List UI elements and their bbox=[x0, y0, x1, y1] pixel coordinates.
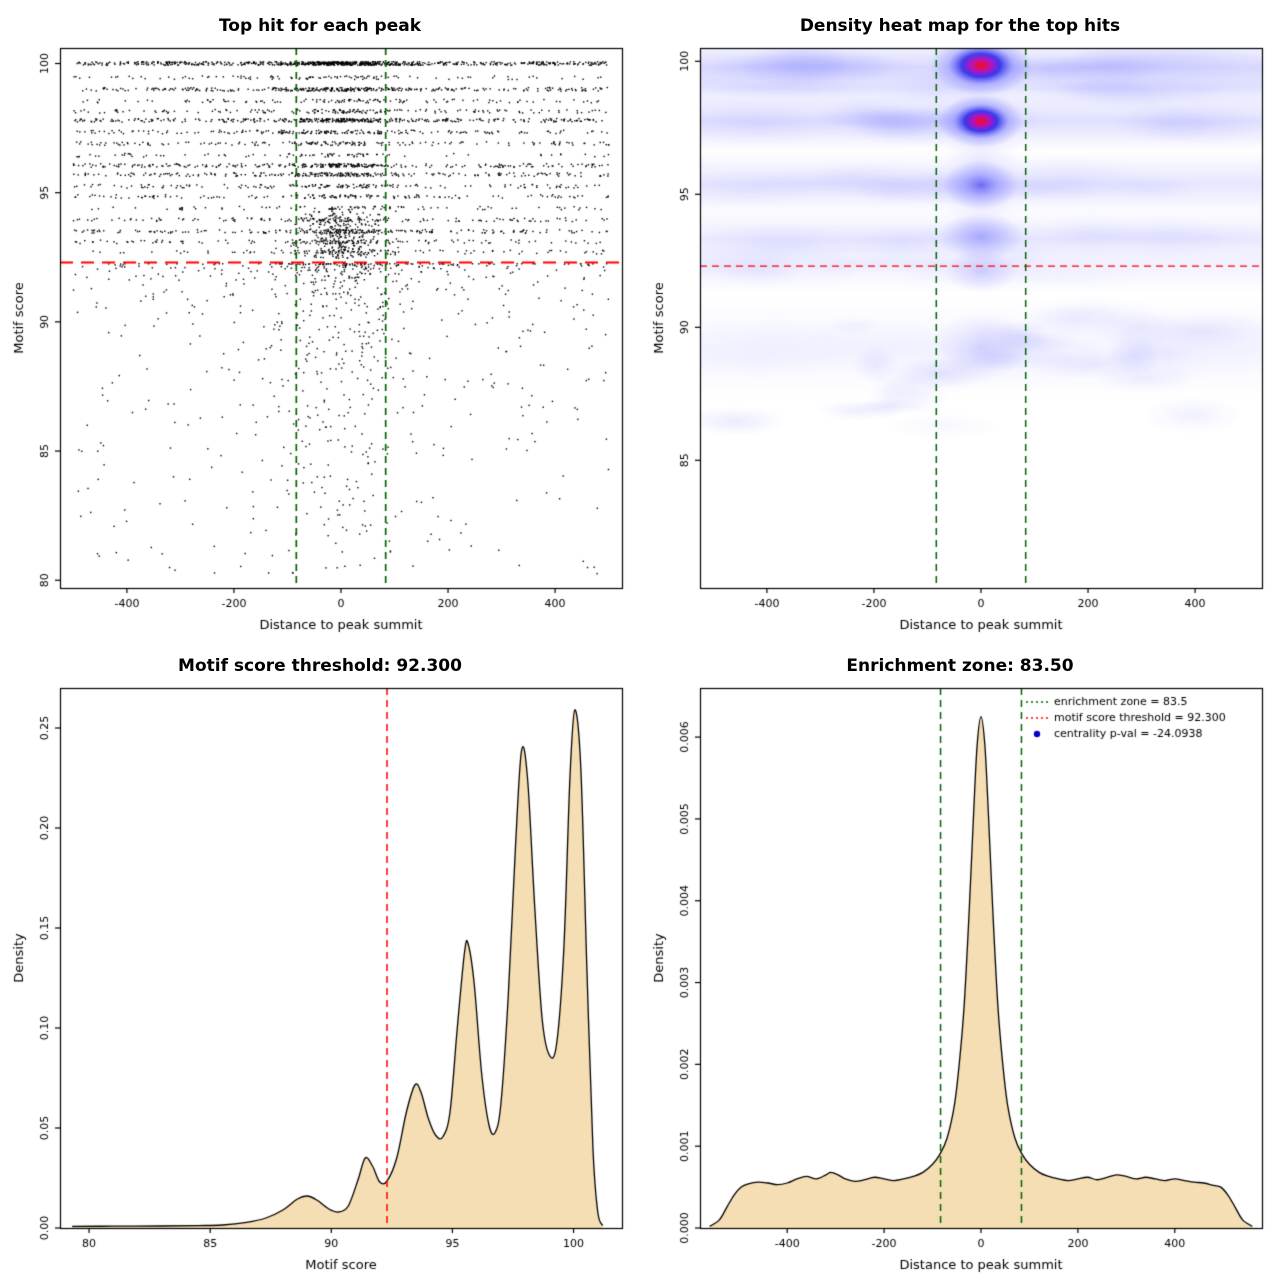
panel-enrichment-zone-density: Enrichment zone: 83.50 bbox=[640, 640, 1280, 1280]
heatmap-plot-canvas bbox=[640, 40, 1280, 640]
score-density-panel-title: Motif score threshold: 92.300 bbox=[178, 656, 462, 676]
scatter-panel-title: Top hit for each peak bbox=[218, 16, 422, 36]
panel-density-heatmap: Density heat map for the top hits bbox=[640, 0, 1280, 640]
enrichment-density-plot-canvas bbox=[640, 680, 1280, 1280]
score-density-plot-canvas bbox=[0, 680, 640, 1280]
panel-motif-score-density: Motif score threshold: 92.300 bbox=[0, 640, 640, 1280]
heatmap-panel-title: Density heat map for the top hits bbox=[799, 16, 1121, 36]
panel-top-hits-scatter: Top hit for each peak bbox=[0, 0, 640, 640]
scatter-plot-canvas bbox=[0, 40, 640, 640]
enrichment-panel-title: Enrichment zone: 83.50 bbox=[846, 656, 1074, 676]
